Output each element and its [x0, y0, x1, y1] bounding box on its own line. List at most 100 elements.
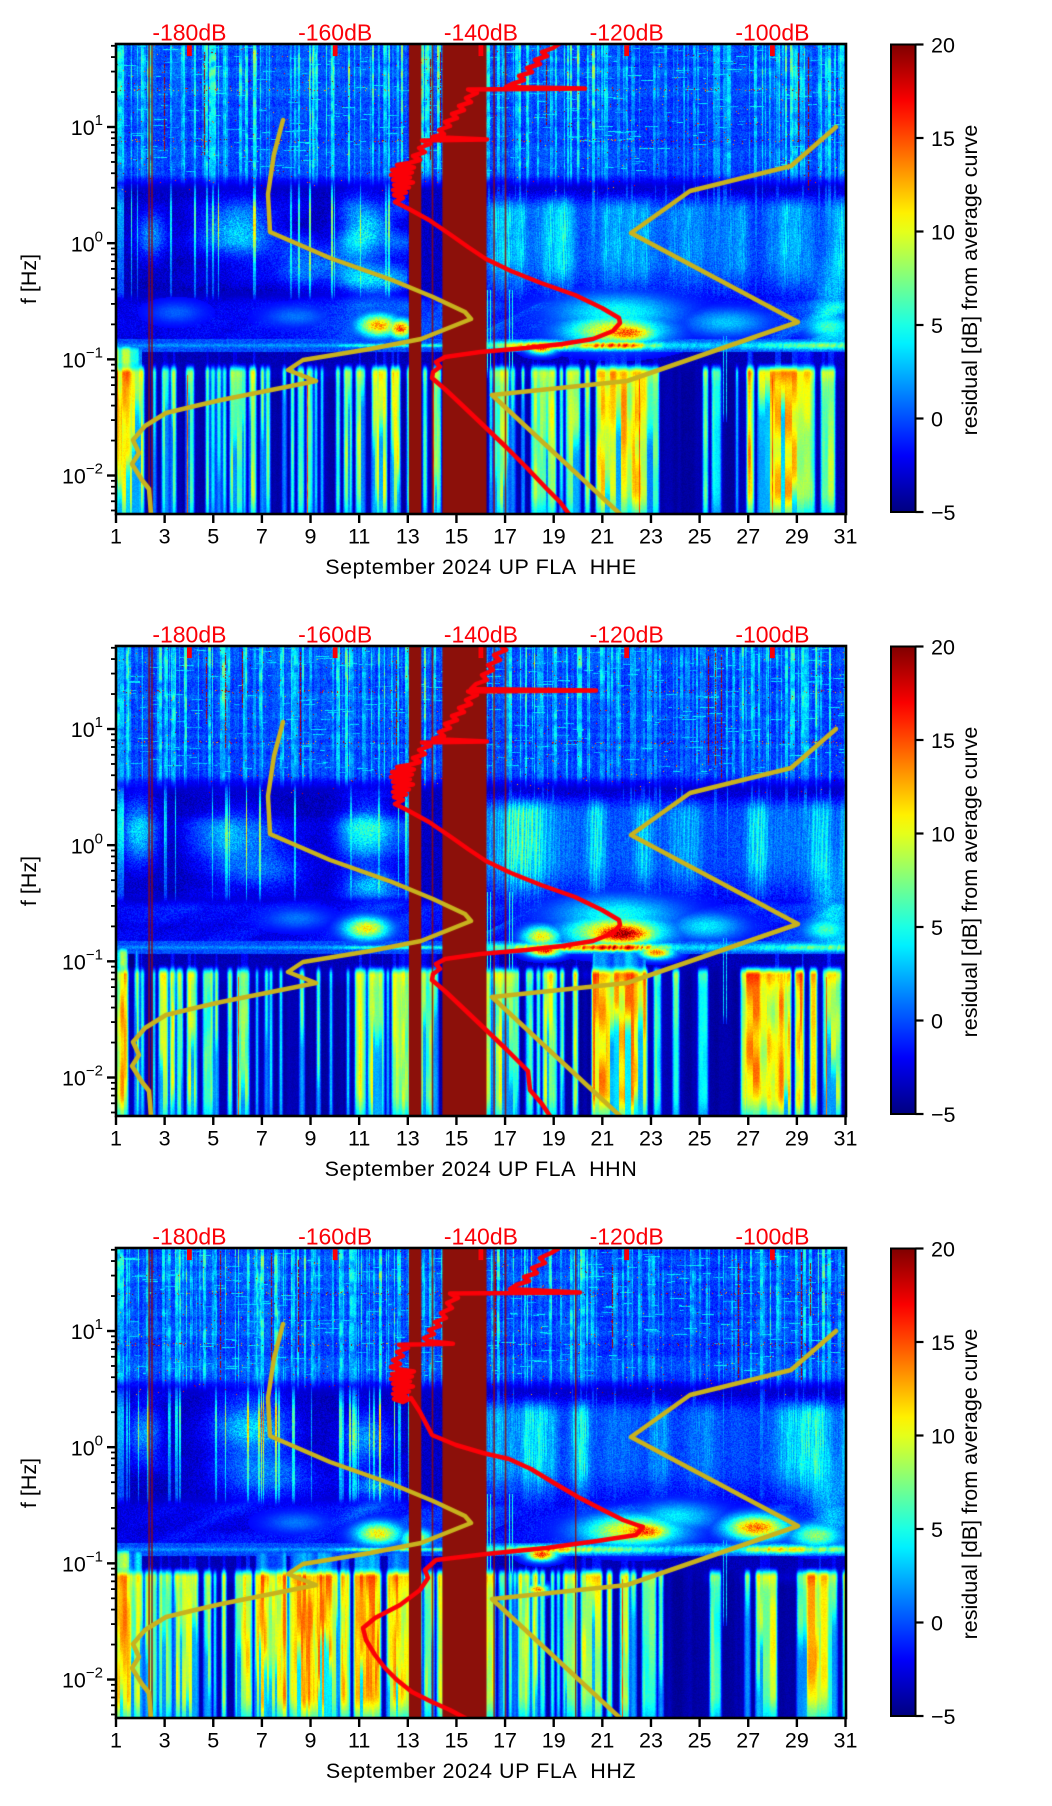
- svg-text:10: 10: [931, 1425, 955, 1449]
- svg-text:15: 15: [931, 729, 955, 753]
- svg-text:21: 21: [590, 1127, 614, 1151]
- svg-text:23: 23: [639, 525, 663, 549]
- svg-text:10−2: 10−2: [62, 461, 103, 489]
- svg-text:residual [dB] from average cur: residual [dB] from average curve: [958, 727, 982, 1038]
- svg-text:September 2024 UP FLA HHZ: September 2024 UP FLA HHZ: [326, 1759, 636, 1783]
- svg-text:7: 7: [256, 1127, 268, 1151]
- svg-text:23: 23: [639, 1729, 663, 1753]
- svg-text:-160dB: -160dB: [298, 622, 372, 648]
- svg-text:13: 13: [396, 1127, 420, 1151]
- svg-text:27: 27: [736, 1127, 760, 1151]
- svg-text:-180dB: -180dB: [152, 622, 226, 648]
- svg-text:f [Hz]: f [Hz]: [17, 856, 41, 906]
- svg-text:25: 25: [688, 1729, 712, 1753]
- svg-text:-120dB: -120dB: [590, 20, 664, 46]
- svg-text:3: 3: [159, 525, 171, 549]
- svg-text:5: 5: [207, 1729, 219, 1753]
- svg-text:29: 29: [785, 1729, 809, 1753]
- svg-text:September 2024 UP FLA HHN: September 2024 UP FLA HHN: [325, 1157, 638, 1181]
- svg-text:-120dB: -120dB: [590, 1224, 664, 1250]
- svg-text:7: 7: [256, 525, 268, 549]
- svg-text:25: 25: [688, 1127, 712, 1151]
- svg-text:31: 31: [834, 525, 858, 549]
- svg-text:25: 25: [688, 525, 712, 549]
- svg-text:29: 29: [785, 525, 809, 549]
- svg-text:5: 5: [207, 1127, 219, 1151]
- svg-text:100: 100: [71, 228, 103, 256]
- svg-text:f [Hz]: f [Hz]: [17, 1458, 41, 1508]
- svg-text:7: 7: [256, 1729, 268, 1753]
- svg-text:−5: −5: [931, 1705, 956, 1729]
- svg-text:-180dB: -180dB: [152, 1224, 226, 1250]
- svg-text:11: 11: [348, 1127, 370, 1151]
- svg-text:11: 11: [348, 525, 370, 549]
- svg-text:September 2024 UP FLA HHE: September 2024 UP FLA HHE: [325, 555, 636, 579]
- svg-text:-180dB: -180dB: [152, 20, 226, 46]
- svg-text:-160dB: -160dB: [298, 20, 372, 46]
- svg-text:15: 15: [931, 1331, 955, 1355]
- svg-text:1: 1: [110, 525, 122, 549]
- svg-text:10−1: 10−1: [62, 345, 103, 373]
- svg-text:-140dB: -140dB: [444, 622, 518, 648]
- svg-text:5: 5: [931, 314, 943, 338]
- svg-text:-100dB: -100dB: [735, 622, 809, 648]
- svg-text:19: 19: [542, 1127, 566, 1151]
- svg-text:17: 17: [493, 1127, 517, 1151]
- svg-text:21: 21: [590, 525, 614, 549]
- svg-text:20: 20: [931, 34, 955, 58]
- svg-text:3: 3: [159, 1729, 171, 1753]
- svg-text:23: 23: [639, 1127, 663, 1151]
- svg-text:f [Hz]: f [Hz]: [17, 254, 41, 304]
- svg-text:1: 1: [110, 1729, 122, 1753]
- svg-text:15: 15: [444, 1127, 468, 1151]
- svg-text:10: 10: [931, 221, 955, 245]
- svg-text:residual [dB] from average cur: residual [dB] from average curve: [958, 125, 982, 436]
- svg-text:0: 0: [931, 1612, 943, 1636]
- svg-text:9: 9: [305, 525, 317, 549]
- svg-text:residual [dB] from average cur: residual [dB] from average curve: [958, 1329, 982, 1640]
- svg-text:1: 1: [110, 1127, 122, 1151]
- svg-text:5: 5: [931, 1518, 943, 1542]
- svg-text:3: 3: [159, 1127, 171, 1151]
- svg-text:31: 31: [834, 1729, 858, 1753]
- svg-text:9: 9: [305, 1127, 317, 1151]
- svg-text:10−1: 10−1: [62, 947, 103, 975]
- svg-text:21: 21: [590, 1729, 614, 1753]
- svg-text:0: 0: [931, 408, 943, 432]
- svg-text:-100dB: -100dB: [735, 1224, 809, 1250]
- svg-text:-140dB: -140dB: [444, 20, 518, 46]
- svg-text:10−2: 10−2: [62, 1665, 103, 1693]
- svg-text:-160dB: -160dB: [298, 1224, 372, 1250]
- svg-text:101: 101: [71, 714, 103, 742]
- svg-text:9: 9: [305, 1729, 317, 1753]
- svg-text:15: 15: [444, 1729, 468, 1753]
- svg-text:15: 15: [444, 525, 468, 549]
- svg-text:5: 5: [207, 525, 219, 549]
- svg-text:17: 17: [493, 1729, 517, 1753]
- svg-text:13: 13: [396, 525, 420, 549]
- svg-text:5: 5: [931, 916, 943, 940]
- svg-text:10: 10: [931, 823, 955, 847]
- svg-text:101: 101: [71, 112, 103, 140]
- svg-text:27: 27: [736, 1729, 760, 1753]
- svg-text:101: 101: [71, 1316, 103, 1344]
- svg-text:27: 27: [736, 525, 760, 549]
- svg-text:20: 20: [931, 636, 955, 660]
- svg-text:13: 13: [396, 1729, 420, 1753]
- svg-text:20: 20: [931, 1238, 955, 1262]
- svg-text:10−1: 10−1: [62, 1549, 103, 1577]
- svg-text:10−2: 10−2: [62, 1063, 103, 1091]
- svg-text:31: 31: [834, 1127, 858, 1151]
- svg-text:15: 15: [931, 127, 955, 151]
- svg-text:100: 100: [71, 830, 103, 858]
- svg-text:-140dB: -140dB: [444, 1224, 518, 1250]
- svg-text:100: 100: [71, 1432, 103, 1460]
- svg-text:-120dB: -120dB: [590, 622, 664, 648]
- svg-text:11: 11: [348, 1729, 370, 1753]
- svg-text:19: 19: [542, 525, 566, 549]
- svg-text:19: 19: [542, 1729, 566, 1753]
- svg-text:−5: −5: [931, 501, 956, 525]
- svg-text:-100dB: -100dB: [735, 20, 809, 46]
- svg-text:29: 29: [785, 1127, 809, 1151]
- svg-text:−5: −5: [931, 1103, 956, 1127]
